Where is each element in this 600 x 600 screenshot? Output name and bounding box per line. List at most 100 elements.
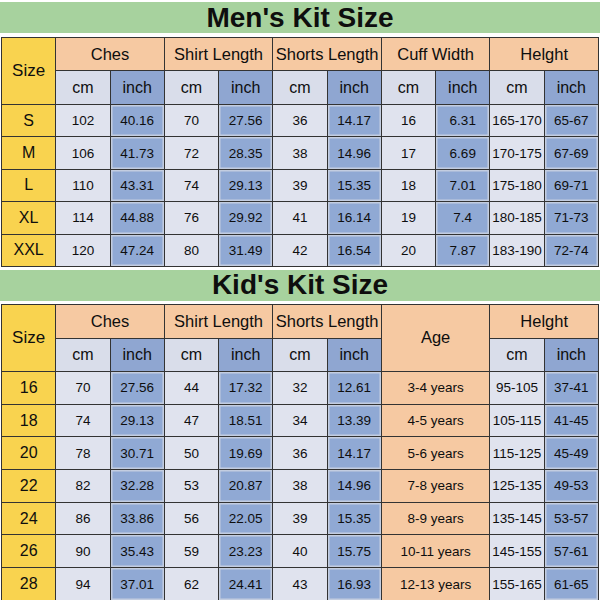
shirt-length-cm: 72	[164, 137, 218, 169]
age-header: Age	[381, 304, 490, 371]
size-cell: 28	[2, 568, 56, 600]
shirt-length-inch: 22.05	[219, 502, 273, 535]
cuff-width-inch: 6.31	[436, 105, 490, 137]
height-inch: 41-45	[544, 404, 598, 437]
size-cell: 26	[2, 535, 56, 568]
size-cell: 18	[2, 404, 56, 437]
shirt-length-inch: 29.13	[219, 169, 273, 201]
shirt-length-cm: 44	[164, 371, 218, 404]
shorts-length-inch: 14.17	[327, 105, 381, 137]
height-cm: 155-165	[490, 568, 544, 600]
height-cm: 183-190	[490, 234, 544, 266]
table-row: 187429.134718.513413.394-5 years105-1154…	[2, 404, 599, 437]
table-row: 269035.435923.234015.7510-11 years145-15…	[2, 535, 599, 568]
shirt-length-cm: 59	[164, 535, 218, 568]
age-cell: 12-13 years	[381, 568, 490, 600]
size-cell: 16	[2, 371, 56, 404]
shorts-length-cm: 38	[273, 470, 327, 503]
table-row: 207830.715019.693614.175-6 years115-1254…	[2, 437, 599, 470]
ches-cm: 74	[56, 404, 110, 437]
shorts-length-inch: 15.35	[327, 169, 381, 201]
shorts-length-inch: 14.96	[327, 470, 381, 503]
age-cell: 3-4 years	[381, 371, 490, 404]
unit-cm: cm	[273, 71, 327, 105]
unit-inch: inch	[110, 338, 164, 371]
height-cm: 175-180	[490, 169, 544, 201]
shirt-length-inch: 20.87	[219, 470, 273, 503]
cuff-width-inch: 6.69	[436, 137, 490, 169]
shirt-length-inch: 28.35	[219, 137, 273, 169]
height-inch: 65-67	[544, 105, 598, 137]
table-row: M10641.737228.353814.96176.69170-17567-6…	[2, 137, 599, 169]
ches-cm: 90	[56, 535, 110, 568]
shorts-length-cm: 41	[273, 202, 327, 234]
height-inch: 49-53	[544, 470, 598, 503]
shorts-length-inch: 14.17	[327, 437, 381, 470]
shirt-length-cm: 56	[164, 502, 218, 535]
height-cm: 135-145	[490, 502, 544, 535]
unit-cm: cm	[56, 71, 110, 105]
unit-inch: inch	[436, 71, 490, 105]
shirt-length-inch: 24.41	[219, 568, 273, 600]
unit-inch: inch	[219, 71, 273, 105]
age-cell: 7-8 years	[381, 470, 490, 503]
ches-inch: 33.86	[110, 502, 164, 535]
ches-cm: 114	[56, 202, 110, 234]
table-row: 228232.285320.873814.967-8 years125-1354…	[2, 470, 599, 503]
ches-inch: 37.01	[110, 568, 164, 600]
height-cm: 95-105	[490, 371, 544, 404]
shorts-length-cm: 43	[273, 568, 327, 600]
ches-header: Ches	[56, 38, 165, 71]
height-inch: 37-41	[544, 371, 598, 404]
height-inch: 69-71	[544, 169, 598, 201]
height-inch: 61-65	[544, 568, 598, 600]
cuff-width-cm: 18	[381, 169, 435, 201]
height-header: Helght	[490, 38, 599, 71]
cuff-width-inch: 7.87	[436, 234, 490, 266]
height-cm: 180-185	[490, 202, 544, 234]
shirt-length-inch: 29.92	[219, 202, 273, 234]
ches-inch: 35.43	[110, 535, 164, 568]
shorts-length-cm: 36	[273, 105, 327, 137]
ches-inch: 43.31	[110, 169, 164, 201]
shirt-length-inch: 27.56	[219, 105, 273, 137]
table-row: 167027.564417.323212.613-4 years95-10537…	[2, 371, 599, 404]
shirt-length-header: Shirt Length	[164, 38, 273, 71]
unit-cm: cm	[164, 71, 218, 105]
unit-cm: cm	[56, 338, 110, 371]
shorts-length-cm: 39	[273, 502, 327, 535]
table-row: XL11444.887629.924116.14197.4180-18571-7…	[2, 202, 599, 234]
shirt-length-inch: 31.49	[219, 234, 273, 266]
height-cm: 145-155	[490, 535, 544, 568]
unit-cm: cm	[490, 338, 544, 371]
shirt-length-inch: 19.69	[219, 437, 273, 470]
shorts-length-inch: 12.61	[327, 371, 381, 404]
shirt-length-inch: 23.23	[219, 535, 273, 568]
size-cell: 22	[2, 470, 56, 503]
shirt-length-cm: 53	[164, 470, 218, 503]
height-inch: 57-61	[544, 535, 598, 568]
size-cell: 24	[2, 502, 56, 535]
shirt-length-inch: 17.32	[219, 371, 273, 404]
size-cell: S	[2, 105, 56, 137]
size-header: Size	[2, 38, 56, 105]
ches-cm: 86	[56, 502, 110, 535]
ches-cm: 82	[56, 470, 110, 503]
ches-inch: 40.16	[110, 105, 164, 137]
unit-cm: cm	[273, 338, 327, 371]
height-cm: 165-170	[490, 105, 544, 137]
shirt-length-cm: 80	[164, 234, 218, 266]
shirt-length-cm: 70	[164, 105, 218, 137]
size-cell: L	[2, 169, 56, 201]
shorts-length-header: Shorts Length	[273, 304, 382, 338]
cuff-width-cm: 19	[381, 202, 435, 234]
age-cell: 4-5 years	[381, 404, 490, 437]
ches-inch: 47.24	[110, 234, 164, 266]
kids-header-units: cm inch cm inch cm inch cm inch	[2, 338, 599, 371]
cuff-width-cm: 16	[381, 105, 435, 137]
mens-kit-title: Men's Kit Size	[0, 2, 600, 33]
age-cell: 8-9 years	[381, 502, 490, 535]
ches-cm: 120	[56, 234, 110, 266]
shirt-length-cm: 62	[164, 568, 218, 600]
kids-kit-table: Size Ches Shirt Length Shorts Length Age…	[1, 304, 599, 600]
